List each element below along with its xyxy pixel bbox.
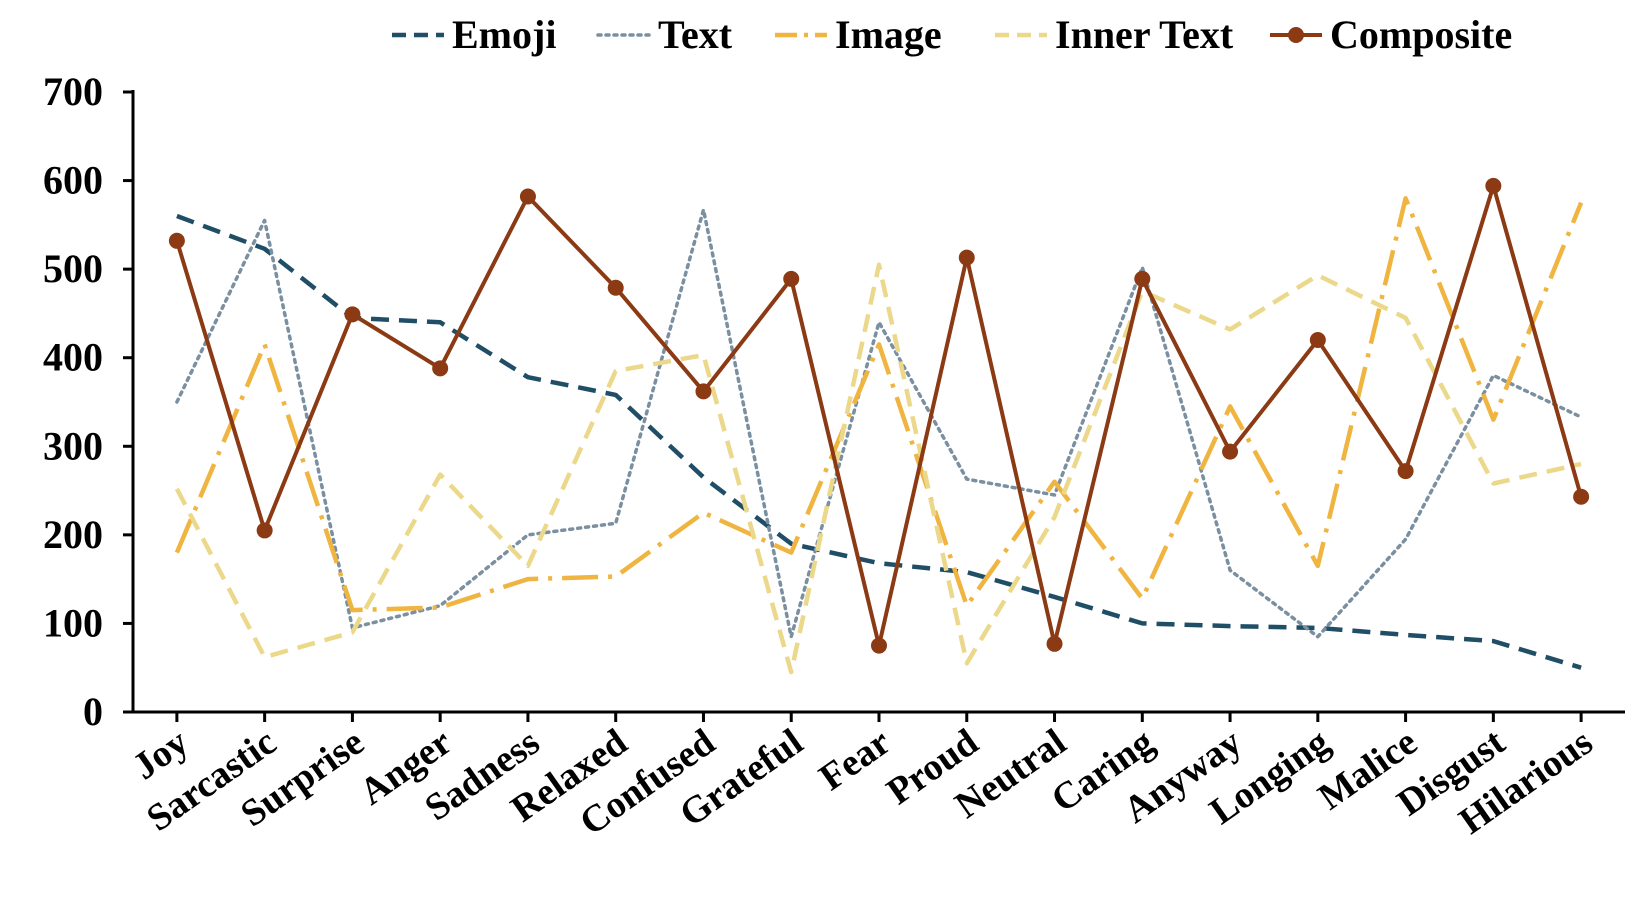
series-composite (168, 177, 1590, 654)
legend-entry: Text (596, 12, 733, 57)
data-point (1134, 270, 1151, 287)
data-point (344, 306, 361, 323)
series-line (174, 262, 1582, 675)
y-tick-label: 100 (43, 600, 103, 645)
series-line (176, 213, 1582, 670)
data-point (1309, 332, 1326, 348)
data-point (1397, 463, 1414, 480)
legend-label: Emoji (452, 12, 556, 57)
series-text (175, 208, 1583, 639)
data-point (1046, 635, 1063, 652)
data-point (695, 383, 712, 400)
series-line (175, 208, 1583, 639)
data-point (519, 188, 536, 205)
legend-label: Text (658, 12, 733, 57)
data-point (256, 522, 273, 539)
legend-label: Inner Text (1055, 12, 1234, 57)
data-point (783, 270, 800, 287)
data-point (168, 232, 185, 249)
data-point (432, 360, 449, 377)
x-axis-labels: JoySarcasticSurpriseAngerSadnessRelaxedC… (125, 721, 1600, 844)
data-point (871, 637, 887, 654)
data-point (1222, 443, 1239, 460)
series-group (168, 177, 1590, 675)
data-point (607, 279, 624, 296)
legend-label: Image (835, 12, 942, 57)
y-tick-label: 700 (43, 69, 103, 114)
y-tick-label: 500 (43, 246, 103, 291)
legend-label: Composite (1330, 12, 1512, 57)
legend-marker (1288, 27, 1304, 43)
legend: Emoji Text Image Inner Text Composite (392, 12, 1512, 57)
legend-entry: Emoji (392, 12, 556, 57)
y-tick-label: 0 (83, 689, 103, 734)
y-tick-label: 200 (43, 512, 103, 557)
series-line (174, 196, 1584, 613)
y-tick-label: 600 (43, 158, 103, 203)
legend-entry: Inner Text (995, 12, 1234, 57)
data-point (1573, 488, 1590, 505)
data-point (1485, 177, 1502, 194)
legend-entry: Composite (1270, 12, 1512, 57)
legend-entry: Image (775, 12, 942, 57)
series-inner-text (174, 262, 1582, 675)
series-image (174, 196, 1584, 613)
y-tick-label: 400 (43, 335, 103, 380)
axes: 0 100 200 300 400 500 600 700 (43, 69, 1625, 734)
y-tick-label: 300 (43, 423, 103, 468)
series-emoji (176, 213, 1582, 670)
data-point (958, 249, 975, 266)
